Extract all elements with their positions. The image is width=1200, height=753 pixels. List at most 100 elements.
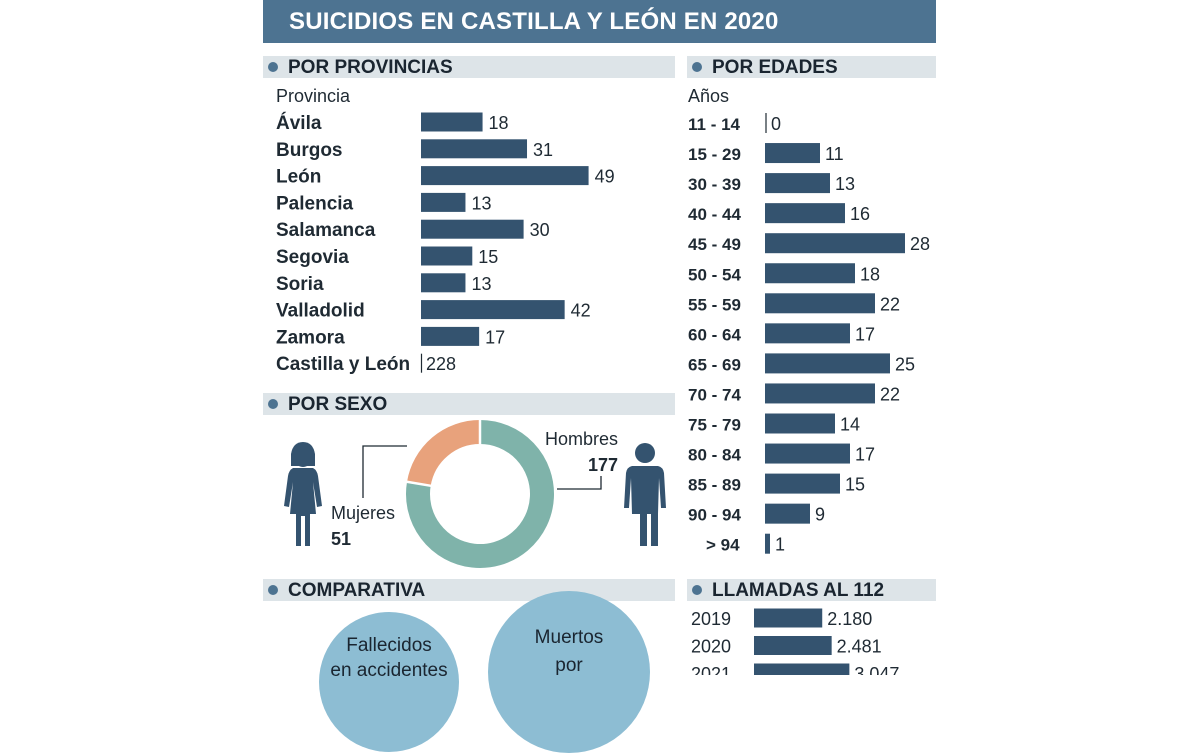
- provincia-label: Soria: [276, 274, 324, 295]
- provincia-value: 15: [478, 247, 498, 267]
- provincia-bar: [421, 246, 473, 266]
- edad-bar: [765, 173, 830, 194]
- provincia-value: 17: [485, 327, 505, 347]
- edad-bar: [765, 413, 835, 434]
- edad-label: 15 - 29: [688, 145, 741, 164]
- edad-value: 28: [910, 234, 930, 254]
- section-header-edades: POR EDADES: [687, 56, 936, 78]
- llamadas-year-label: 2021: [691, 664, 731, 675]
- edades-axis-label: Años: [688, 86, 730, 106]
- provincia-bar: [421, 139, 528, 159]
- provincia-bar: [421, 192, 466, 212]
- edad-value: 25: [895, 354, 915, 374]
- edad-label: 65 - 69: [688, 355, 741, 374]
- bullet-dot-icon: [268, 585, 278, 595]
- section-header-comparativa: COMPARATIVA: [263, 579, 675, 601]
- edad-label: 30 - 39: [688, 175, 741, 194]
- section-title-llamadas: LLAMADAS AL 112: [712, 580, 885, 601]
- edad-value: 14: [840, 415, 860, 435]
- provincia-value: 13: [471, 193, 491, 213]
- provincia-label: Castilla y León: [276, 354, 410, 375]
- provincia-bar: [421, 273, 466, 293]
- title-bar: SUICIDIOS EN CASTILLA Y LEÓN EN 2020: [263, 0, 936, 43]
- edad-label: 40 - 44: [688, 205, 741, 224]
- edad-bar: [765, 533, 770, 554]
- section-title-provincias: POR PROVINCIAS: [288, 57, 453, 78]
- bullet-dot-icon: [692, 585, 702, 595]
- mujeres-label: Mujeres: [331, 503, 396, 523]
- edad-bar: [765, 203, 845, 224]
- provincia-label: Segovia: [276, 247, 349, 268]
- edad-label: 45 - 49: [688, 235, 741, 254]
- comparativa-left-label: Fallecidos en accidentes: [330, 635, 448, 681]
- provincia-value: 30: [530, 220, 550, 240]
- section-title-sexo: POR SEXO: [288, 394, 388, 415]
- edad-value: 22: [880, 294, 900, 314]
- provincia-label: Salamanca: [276, 220, 376, 241]
- edad-label: 60 - 64: [688, 325, 741, 344]
- llamadas-bar: [754, 636, 832, 655]
- hombres-slice: [406, 420, 554, 568]
- llamadas-value: 2.481: [837, 637, 882, 657]
- hombres-leader-line: [557, 476, 602, 490]
- edad-value: 22: [880, 384, 900, 404]
- edad-label: 55 - 59: [688, 295, 741, 314]
- section-title-edades: POR EDADES: [712, 57, 838, 78]
- edad-bar: [765, 503, 810, 524]
- hombres-label: Hombres: [545, 429, 619, 449]
- bullet-dot-icon: [268, 399, 278, 409]
- provincia-bar: [421, 300, 565, 320]
- edad-label: 90 - 94: [688, 506, 741, 525]
- page-title: SUICIDIOS EN CASTILLA Y LEÓN EN 2020: [289, 8, 779, 35]
- section-header-provincias: POR PROVINCIAS: [263, 56, 675, 78]
- provincia-label: León: [276, 167, 321, 188]
- edad-value: 16: [850, 204, 870, 224]
- edad-value: 11: [825, 144, 844, 164]
- slice-separator: [405, 480, 432, 488]
- llamadas-bar: [754, 608, 823, 628]
- section-header-sexo: POR SEXO: [263, 393, 675, 415]
- provincia-value: 228: [426, 354, 456, 374]
- edad-label: 70 - 74: [688, 385, 741, 404]
- provincia-value: 31: [533, 140, 553, 160]
- provincia-label: Burgos: [276, 140, 343, 161]
- bullet-dot-icon: [268, 62, 278, 72]
- llamadas-value: 2.180: [827, 609, 872, 629]
- edad-value: 18: [860, 264, 880, 284]
- section-header-llamadas: LLAMADAS AL 112: [687, 579, 936, 601]
- mujeres-leader-line: [362, 445, 407, 498]
- edad-label: 75 - 79: [688, 416, 741, 435]
- man-figure-icon: [624, 443, 666, 546]
- edad-bar: [765, 263, 855, 284]
- edad-bar: [765, 443, 850, 464]
- provincias-axis-label: Provincia: [276, 86, 351, 106]
- llamadas-bar: [754, 663, 850, 675]
- provincia-label: Ávila: [276, 112, 322, 134]
- edad-value: 17: [855, 445, 875, 465]
- provincia-value: 49: [595, 167, 615, 187]
- provincia-bar: [421, 326, 480, 346]
- comparativa-right-label: Muertos por: [534, 627, 604, 676]
- edad-label: > 94: [706, 536, 740, 555]
- edad-value: 17: [855, 324, 875, 344]
- edad-bar: [765, 383, 875, 404]
- provincia-label: Zamora: [276, 327, 345, 348]
- provincia-label: Valladolid: [276, 301, 365, 322]
- provincia-value: 13: [471, 274, 491, 294]
- llamadas-value: 3.047: [854, 664, 899, 675]
- mujeres-slice: [407, 420, 481, 487]
- llamadas-year-label: 2019: [691, 609, 731, 629]
- edad-bar: [765, 233, 905, 254]
- provincia-value: 42: [571, 301, 591, 321]
- edad-label: 11 - 14: [688, 115, 741, 134]
- provincia-bar: [421, 219, 524, 239]
- provincia-label: Palencia: [276, 193, 354, 214]
- edad-bar: [765, 143, 820, 164]
- edad-bar: [765, 353, 890, 374]
- edad-label: 50 - 54: [688, 265, 741, 284]
- edad-value: 9: [815, 505, 825, 525]
- woman-figure-icon: [284, 442, 322, 546]
- mujeres-value: 51: [331, 529, 352, 549]
- bullet-dot-icon: [692, 62, 702, 72]
- llamadas-year-label: 2020: [691, 637, 731, 657]
